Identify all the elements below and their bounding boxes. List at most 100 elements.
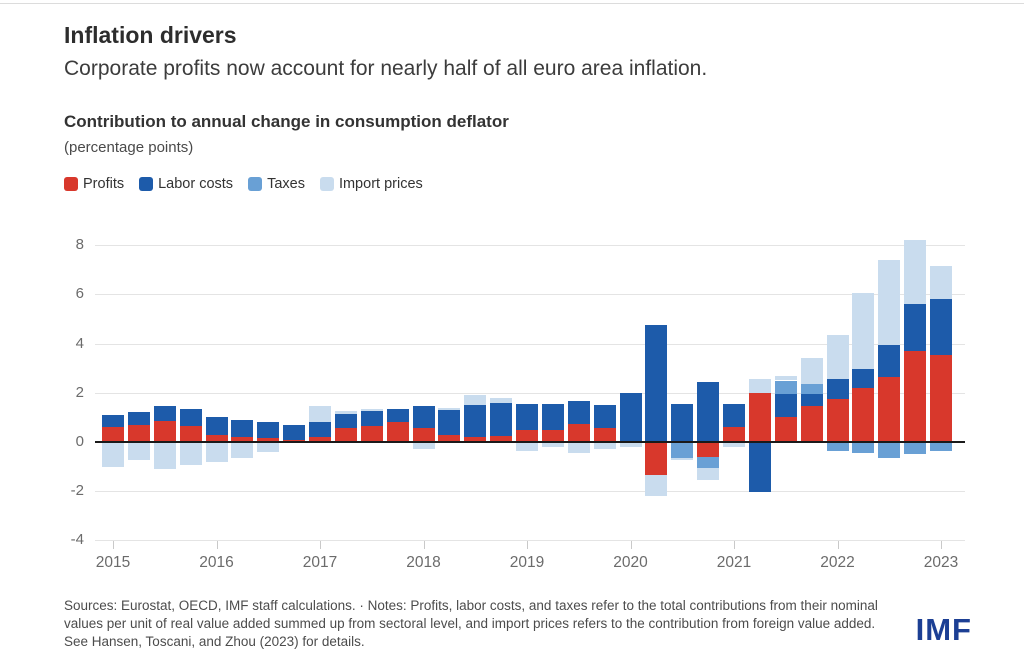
x-tick-2020: [630, 541, 632, 549]
bar-segment-2021Q1-import-prices: [723, 442, 745, 447]
x-tick-label-2023: 2023: [923, 554, 959, 571]
bar-segment-2019Q1-labor-costs: [516, 403, 538, 430]
bar-segment-2022Q1-import-prices: [826, 334, 849, 380]
legend-label-profits: Profits: [83, 176, 125, 192]
bar-segment-2019Q4-labor-costs: [593, 405, 616, 429]
bar-segment-2020Q4-profits: [697, 442, 720, 457]
bar-segment-2022Q2-import-prices: [852, 293, 875, 370]
bar-segment-2018Q3-import-prices: [464, 395, 487, 406]
legend-item-taxes: Taxes: [248, 176, 305, 192]
x-tick-label-2022: 2022: [820, 554, 855, 571]
legend-item-import-prices: Import prices: [319, 176, 423, 192]
bar-segment-2015Q1-profits: [102, 427, 124, 442]
bar-segment-2016Q4-labor-costs: [283, 424, 306, 440]
chart-unit-label: (percentage points): [64, 139, 194, 156]
bar-segment-2021Q3-import-prices: [774, 375, 797, 381]
bar-segment-2017Q3-import-prices: [360, 408, 383, 412]
legend-item-profits: Profits: [64, 176, 124, 192]
x-tick-2022: [837, 541, 839, 549]
y-tick-label-6: 6: [75, 285, 84, 303]
bar-segment-2022Q4-profits: [904, 350, 927, 442]
bar-segment-2017Q2-labor-costs: [334, 413, 357, 429]
bar-segment-2023Q1-taxes: [930, 442, 952, 451]
x-tick-2019: [527, 541, 528, 549]
bar-segment-2015Q4-import-prices: [179, 442, 202, 466]
bar-segment-2021Q3-taxes: [774, 380, 797, 395]
bar-segment-2020Q1-import-prices: [619, 442, 642, 447]
bar-segment-2018Q2-import-prices: [438, 407, 461, 410]
gridline--4: [95, 540, 965, 542]
gridline-2: [95, 392, 965, 394]
taxes-swatch-icon: [248, 177, 263, 191]
x-tick-label-2015: 2015: [95, 554, 131, 571]
bar-segment-2019Q2-import-prices: [541, 442, 564, 447]
bar-segment-2022Q4-taxes: [904, 442, 927, 455]
x-tick-label-2020: 2020: [613, 554, 648, 571]
bar-segment-2020Q1-labor-costs: [619, 392, 642, 441]
bar-segment-2022Q1-profits: [826, 398, 849, 442]
figure-subtitle: Corporate profits now account for nearly…: [64, 57, 708, 80]
bar-segment-2015Q1-labor-costs: [102, 414, 124, 428]
bar-segment-2020Q4-taxes: [697, 456, 720, 468]
legend-label-labor-costs: Labor costs: [158, 176, 234, 192]
x-tick-label-2016: 2016: [199, 554, 234, 571]
bar-segment-2020Q4-labor-costs: [697, 381, 720, 442]
bar-segment-2021Q1-profits: [723, 427, 745, 442]
chart-legend: Profits Labor costs Taxes Import prices: [64, 176, 423, 192]
bar-segment-2018Q4-profits: [490, 435, 513, 442]
legend-label-taxes: Taxes: [267, 176, 305, 192]
bar-segment-2017Q3-labor-costs: [360, 411, 383, 426]
bar-segment-2018Q4-import-prices: [490, 397, 513, 403]
bar-segment-2019Q1-profits: [516, 429, 538, 442]
bar-segment-2020Q2-labor-costs: [645, 325, 668, 442]
bar-segment-2016Q2-labor-costs: [231, 419, 254, 438]
gridline-6: [95, 294, 965, 296]
gridline-8: [95, 245, 965, 247]
bar-segment-2022Q1-labor-costs: [826, 379, 849, 399]
gridline-4: [95, 343, 965, 345]
bar-segment-2022Q2-taxes: [852, 442, 875, 454]
y-tick-label-2: 2: [75, 383, 84, 401]
y-tick-label--4: -4: [70, 531, 84, 549]
x-tick-label-2021: 2021: [716, 554, 752, 571]
bar-segment-2020Q2-import-prices: [645, 475, 668, 497]
zero-axis-line: [95, 441, 965, 443]
bar-segment-2023Q1-labor-costs: [930, 299, 952, 355]
bar-segment-2017Q2-import-prices: [334, 411, 357, 414]
bar-segment-2015Q3-labor-costs: [153, 406, 176, 422]
labor-costs-swatch-icon: [139, 177, 154, 191]
bar-segment-2022Q3-profits: [878, 376, 901, 442]
profits-swatch-icon: [64, 177, 78, 191]
y-tick-label-0: 0: [75, 433, 84, 450]
bar-segment-2015Q3-import-prices: [153, 442, 176, 470]
bar-segment-2018Q3-labor-costs: [464, 405, 487, 438]
x-tick-label-2019: 2019: [509, 554, 545, 571]
bar-segment-2021Q4-labor-costs: [800, 394, 823, 407]
bar-segment-2023Q1-profits: [930, 354, 952, 442]
bar-segment-2022Q4-labor-costs: [904, 304, 927, 351]
bar-segment-2019Q1-import-prices: [516, 442, 538, 451]
x-tick-label-2017: 2017: [302, 554, 338, 571]
import-prices-swatch-icon: [319, 177, 334, 191]
top-divider: [0, 3, 1024, 4]
bar-segment-2021Q1-labor-costs: [723, 403, 745, 428]
bar-segment-2018Q1-import-prices: [412, 442, 435, 450]
bar-segment-2021Q3-profits: [774, 417, 797, 442]
bar-segment-2015Q2-labor-costs: [127, 412, 150, 425]
source-note: Sources: Eurostat, OECD, IMF staff calcu…: [64, 598, 878, 649]
bar-segment-2015Q2-import-prices: [127, 442, 150, 461]
x-tick-2015: [113, 541, 114, 549]
bar-segment-2020Q3-taxes: [671, 442, 694, 458]
x-tick-2018: [423, 541, 425, 549]
stacked-bar-chart: 2015 2016 2017 2018 2019 2020 2021 2022 2023: [95, 230, 965, 571]
bar-segment-2019Q3-labor-costs: [567, 401, 590, 424]
bar-segment-2017Q1-profits: [309, 437, 331, 442]
bar-segment-2016Q2-import-prices: [231, 442, 254, 458]
bar-segment-2018Q2-profits: [438, 434, 461, 442]
figure-title: Inflation drivers: [64, 22, 237, 48]
y-tick-label-4: 4: [75, 334, 84, 352]
bar-segment-2021Q4-import-prices: [800, 358, 823, 385]
bar-segment-2015Q2-profits: [127, 424, 150, 442]
bar-segment-2018Q3-profits: [464, 437, 487, 442]
bar-segment-2016Q3-profits: [257, 438, 280, 442]
